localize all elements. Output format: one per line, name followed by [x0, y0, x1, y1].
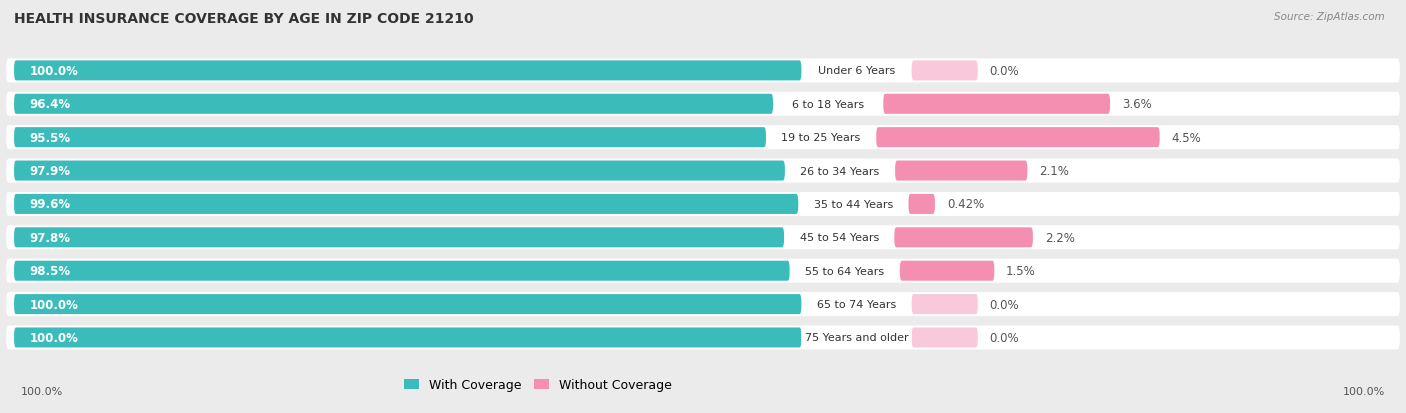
Text: 75 Years and older: 75 Years and older: [804, 333, 908, 343]
Text: 4.5%: 4.5%: [1171, 131, 1201, 144]
FancyBboxPatch shape: [911, 328, 977, 348]
FancyBboxPatch shape: [883, 95, 1111, 114]
FancyBboxPatch shape: [894, 228, 1033, 248]
FancyBboxPatch shape: [6, 159, 1400, 183]
Text: 45 to 54 Years: 45 to 54 Years: [800, 233, 879, 243]
FancyBboxPatch shape: [14, 195, 799, 214]
FancyBboxPatch shape: [6, 59, 1400, 83]
FancyBboxPatch shape: [6, 126, 1400, 150]
FancyBboxPatch shape: [14, 61, 801, 81]
FancyBboxPatch shape: [6, 259, 1400, 283]
Text: 100.0%: 100.0%: [30, 298, 79, 311]
Text: 35 to 44 Years: 35 to 44 Years: [814, 199, 893, 209]
FancyBboxPatch shape: [900, 261, 994, 281]
FancyBboxPatch shape: [14, 128, 766, 148]
Text: 97.9%: 97.9%: [30, 165, 70, 178]
Text: 65 to 74 Years: 65 to 74 Years: [817, 299, 896, 309]
Text: 0.42%: 0.42%: [946, 198, 984, 211]
Text: Source: ZipAtlas.com: Source: ZipAtlas.com: [1274, 12, 1385, 22]
Text: 2.1%: 2.1%: [1039, 165, 1069, 178]
Text: 100.0%: 100.0%: [30, 331, 79, 344]
Text: 0.0%: 0.0%: [990, 331, 1019, 344]
FancyBboxPatch shape: [6, 326, 1400, 350]
Text: 100.0%: 100.0%: [21, 387, 63, 396]
FancyBboxPatch shape: [6, 93, 1400, 116]
FancyBboxPatch shape: [6, 226, 1400, 250]
Text: 95.5%: 95.5%: [30, 131, 70, 144]
Text: 55 to 64 Years: 55 to 64 Years: [806, 266, 884, 276]
Text: 99.6%: 99.6%: [30, 198, 70, 211]
FancyBboxPatch shape: [14, 261, 790, 281]
FancyBboxPatch shape: [14, 161, 785, 181]
Text: 2.2%: 2.2%: [1045, 231, 1074, 244]
FancyBboxPatch shape: [14, 328, 801, 348]
FancyBboxPatch shape: [14, 228, 785, 248]
Text: 3.6%: 3.6%: [1122, 98, 1152, 111]
Text: 98.5%: 98.5%: [30, 265, 70, 278]
FancyBboxPatch shape: [911, 61, 977, 81]
Text: 100.0%: 100.0%: [30, 65, 79, 78]
Text: 0.0%: 0.0%: [990, 65, 1019, 78]
FancyBboxPatch shape: [14, 294, 801, 314]
FancyBboxPatch shape: [876, 128, 1160, 148]
Legend: With Coverage, Without Coverage: With Coverage, Without Coverage: [399, 373, 676, 396]
FancyBboxPatch shape: [14, 95, 773, 114]
Text: 100.0%: 100.0%: [1343, 387, 1385, 396]
Text: 97.8%: 97.8%: [30, 231, 70, 244]
Text: HEALTH INSURANCE COVERAGE BY AGE IN ZIP CODE 21210: HEALTH INSURANCE COVERAGE BY AGE IN ZIP …: [14, 12, 474, 26]
Text: 6 to 18 Years: 6 to 18 Years: [792, 100, 865, 109]
FancyBboxPatch shape: [911, 294, 977, 314]
Text: 96.4%: 96.4%: [30, 98, 70, 111]
FancyBboxPatch shape: [896, 161, 1028, 181]
Text: 0.0%: 0.0%: [990, 298, 1019, 311]
FancyBboxPatch shape: [908, 195, 935, 214]
FancyBboxPatch shape: [6, 292, 1400, 316]
Text: 1.5%: 1.5%: [1007, 265, 1036, 278]
Text: 26 to 34 Years: 26 to 34 Years: [800, 166, 880, 176]
Text: 19 to 25 Years: 19 to 25 Years: [782, 133, 860, 143]
FancyBboxPatch shape: [6, 192, 1400, 216]
Text: Under 6 Years: Under 6 Years: [818, 66, 896, 76]
